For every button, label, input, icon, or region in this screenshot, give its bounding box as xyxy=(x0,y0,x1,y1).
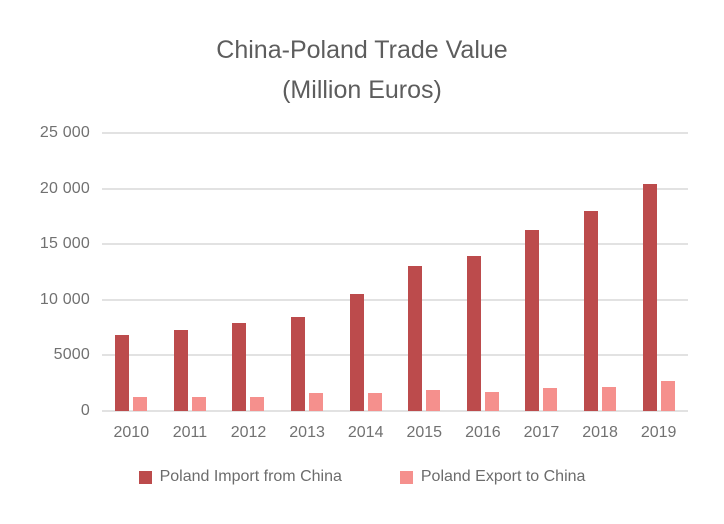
import-bar-2013 xyxy=(291,317,306,411)
export-bar-2016 xyxy=(484,392,499,411)
gridline xyxy=(102,354,688,357)
x-axis-label-2011: 2011 xyxy=(172,424,208,441)
export-bar-2018 xyxy=(602,386,617,411)
bar-group-2016 xyxy=(454,133,513,411)
import-bar-2018 xyxy=(584,211,599,411)
legend: Poland Import from China Poland Export to… xyxy=(0,468,724,486)
import-bar-2011 xyxy=(173,329,188,411)
x-axis-label-2015: 2015 xyxy=(406,424,443,441)
chart-title: China-Poland Trade Value (Million Euros) xyxy=(0,30,724,110)
export-bar-2014 xyxy=(367,392,382,411)
x-axis-label-2017: 2017 xyxy=(523,424,560,441)
y-axis-label: 0 xyxy=(80,402,90,419)
x-axis-label-2014: 2014 xyxy=(347,424,384,441)
x-axis-label-2013: 2013 xyxy=(289,424,325,441)
y-axis-label: 10 000 xyxy=(39,290,90,308)
import-bar-2012 xyxy=(232,323,247,411)
bar-group-2014 xyxy=(336,133,395,411)
legend-item-import: Poland Import from China xyxy=(138,468,342,486)
y-axis-label: 15 000 xyxy=(39,235,90,253)
bar-group-2015 xyxy=(395,133,454,411)
import-bar-2016 xyxy=(466,255,481,411)
export-bar-2011 xyxy=(191,397,206,411)
bar-group-2011 xyxy=(161,133,220,411)
legend-item-export: Poland Export to China xyxy=(399,468,586,486)
bar-group-2013 xyxy=(278,133,337,411)
y-axis-label: 5000 xyxy=(53,346,90,364)
x-axis-label-2012: 2012 xyxy=(230,424,267,441)
legend-swatch-icon xyxy=(399,470,413,484)
export-bar-2015 xyxy=(426,390,441,411)
bar-group-2019 xyxy=(629,133,688,411)
bar-group-2012 xyxy=(219,133,278,411)
bar-group-2017 xyxy=(512,133,571,411)
x-axis: 2010 2011 2012 2013 2014 2015 2016 2017 2018 2019 xyxy=(102,424,688,442)
import-bar-2015 xyxy=(408,265,423,411)
y-axis-label: 20 000 xyxy=(39,179,90,197)
x-axis-label-2019: 2019 xyxy=(640,424,677,441)
export-bar-2012 xyxy=(250,396,265,411)
legend-label: Poland Export to China xyxy=(420,468,586,485)
chart-title-line1: China-Poland Trade Value xyxy=(216,36,508,64)
gridline xyxy=(102,410,688,412)
plot-area xyxy=(102,132,688,412)
x-axis-label-2010: 2010 xyxy=(113,424,150,441)
x-axis-label-2018: 2018 xyxy=(582,424,618,441)
gridline xyxy=(102,132,688,134)
x-axis-label-2016: 2016 xyxy=(465,424,501,441)
export-bar-2013 xyxy=(309,392,324,411)
bar-group-2018 xyxy=(571,133,630,411)
export-bar-2010 xyxy=(133,397,148,411)
import-bar-2010 xyxy=(115,335,130,411)
gridline xyxy=(102,298,688,301)
bars-layer xyxy=(102,133,688,411)
import-bar-2014 xyxy=(349,293,364,411)
chart-title-line2: (Million Euros) xyxy=(282,76,442,104)
legend-swatch-icon xyxy=(138,470,152,484)
export-bar-2019 xyxy=(660,381,675,411)
gridline xyxy=(102,243,688,246)
import-bar-2019 xyxy=(642,183,657,411)
gridline xyxy=(102,187,688,190)
import-bar-2017 xyxy=(525,229,540,411)
legend-label: Poland Import from China xyxy=(159,468,342,485)
export-bar-2017 xyxy=(543,388,558,411)
y-axis-label: 25 000 xyxy=(39,124,90,141)
bar-group-2010 xyxy=(102,133,161,411)
